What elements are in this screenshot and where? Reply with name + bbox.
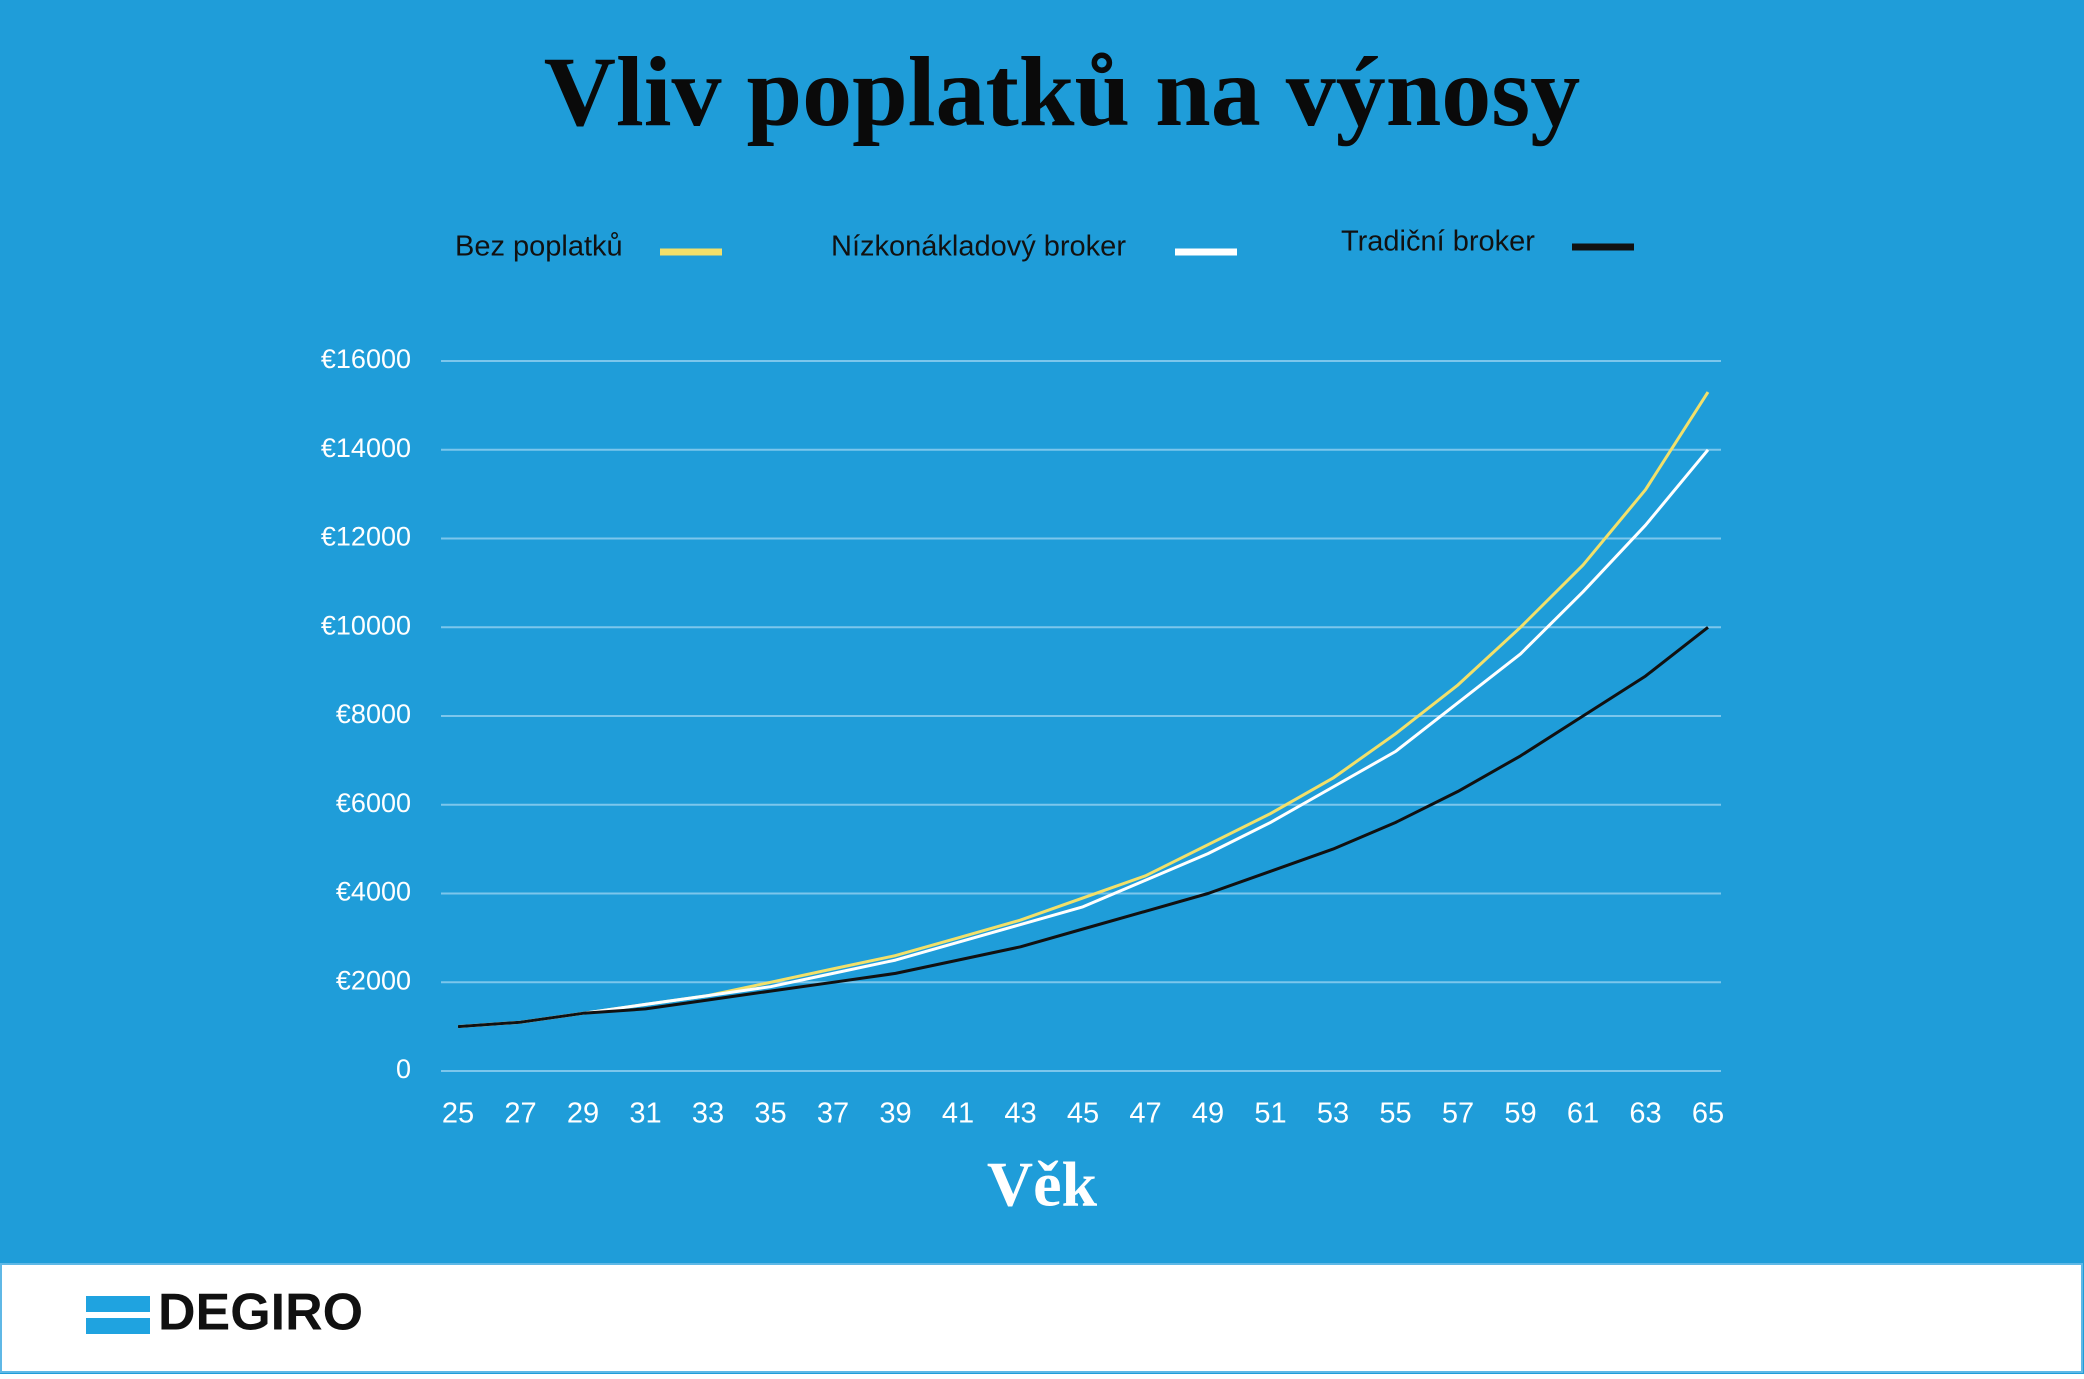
series-line — [457, 626, 1709, 1029]
x-tick-label: 61 — [1567, 1098, 1599, 1130]
x-tick-label: 45 — [1067, 1098, 1099, 1130]
x-tick-label: 43 — [1004, 1098, 1036, 1130]
logo-stripe — [86, 1318, 150, 1334]
brand: DEGIRO — [158, 1284, 363, 1342]
footer — [0, 1263, 2083, 1373]
x-axis-label: Věk — [987, 1149, 1098, 1220]
y-tick-label: €4000 — [336, 877, 411, 907]
legend-label: Tradiční broker — [1341, 226, 1535, 258]
x-tick-label: 35 — [754, 1098, 786, 1130]
x-tick-label: 55 — [1379, 1098, 1411, 1130]
x-tick-label: 49 — [1192, 1098, 1224, 1130]
y-tick-label: €12000 — [321, 522, 411, 552]
x-tick-label: 63 — [1629, 1098, 1661, 1130]
x-tick-label: 27 — [504, 1098, 536, 1130]
y-tick-label: €14000 — [321, 433, 411, 463]
x-tick-label: 29 — [567, 1098, 599, 1130]
y-tick-label: €8000 — [336, 699, 411, 729]
y-tick-label: €2000 — [336, 965, 411, 995]
x-tick-label: 39 — [879, 1098, 911, 1130]
x-tick-label: 47 — [1129, 1098, 1161, 1130]
x-tick-label: 65 — [1692, 1098, 1724, 1130]
x-tick-label: 53 — [1317, 1098, 1349, 1130]
x-tick-label: 25 — [442, 1098, 474, 1130]
x-tick-label: 33 — [692, 1098, 724, 1130]
x-tick-label: 41 — [942, 1098, 974, 1130]
x-tick-label: 37 — [817, 1098, 849, 1130]
logo-stripe — [86, 1296, 150, 1312]
x-tick-label: 51 — [1254, 1098, 1286, 1130]
x-tick-label: 31 — [629, 1098, 661, 1130]
x-tick-label: 57 — [1442, 1098, 1474, 1130]
series-line — [457, 448, 1710, 1029]
y-tick-label: €10000 — [321, 610, 411, 640]
x-tick-label: 59 — [1504, 1098, 1536, 1130]
legend-label: Bez poplatků — [455, 231, 623, 263]
chart-title: Vliv poplatků na výnosy — [544, 36, 1580, 147]
y-tick-label: 0 — [396, 1054, 411, 1084]
y-tick-label: €6000 — [336, 788, 411, 818]
y-tick-label: €16000 — [321, 344, 411, 374]
legend-label: Nízkonákladový broker — [831, 231, 1126, 263]
